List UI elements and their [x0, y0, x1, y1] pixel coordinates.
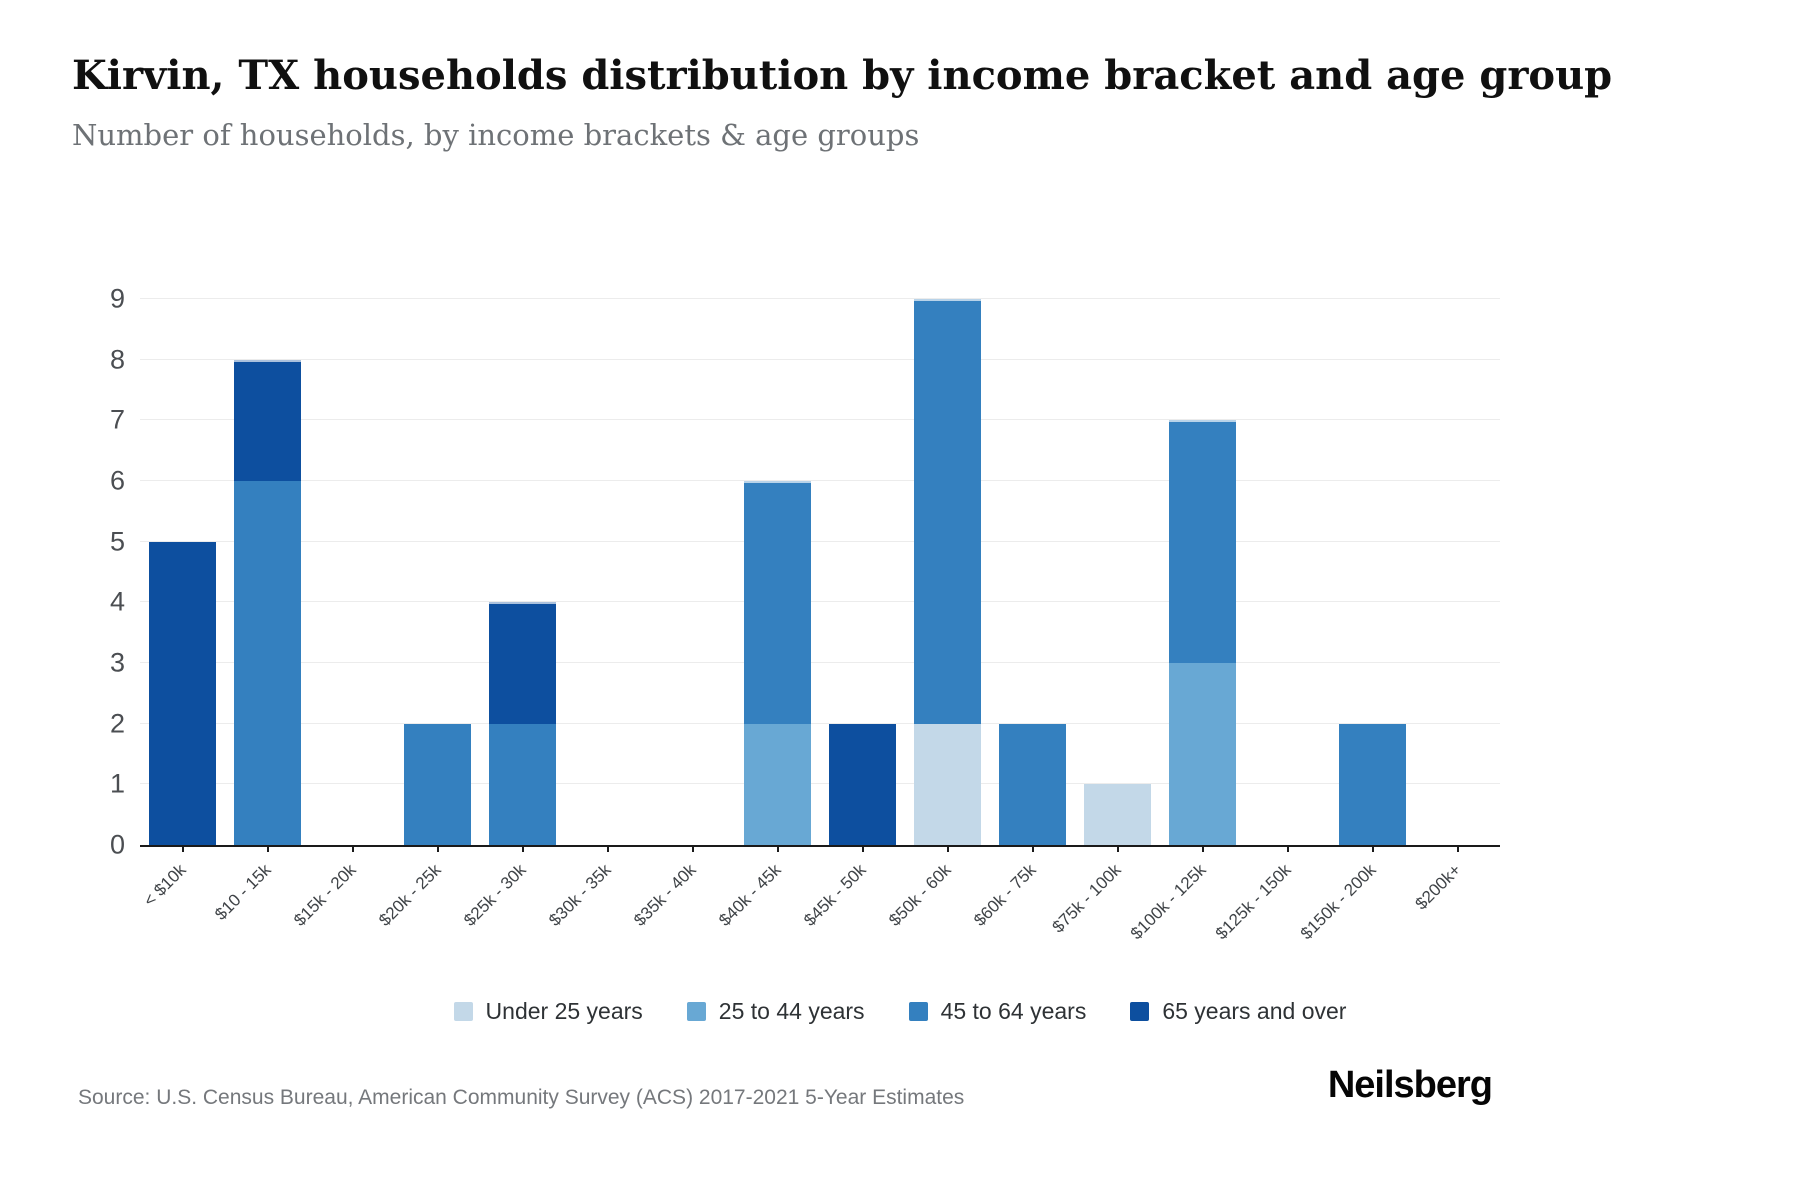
page-title: Kirvin, TX households distribution by in… — [72, 52, 1613, 99]
legend-item-65 years and over[interactable]: 65 years and over — [1130, 998, 1346, 1025]
bar-segment-Under 25 years[interactable] — [914, 723, 981, 845]
bar-segment-45 to 64 years[interactable] — [1339, 723, 1406, 845]
bar-$50k - 60k[interactable] — [914, 299, 981, 845]
legend-swatch — [1130, 1002, 1150, 1021]
bar-$40k - 45k[interactable] — [744, 481, 811, 845]
x-axis-tick — [181, 845, 184, 852]
legend-swatch — [686, 1002, 706, 1021]
legend-label: 25 to 44 years — [718, 998, 865, 1024]
y-tick-label: 4 — [109, 586, 125, 617]
legend-item-25 to 44 years[interactable]: 25 to 44 years — [686, 998, 865, 1025]
x-axis-tick — [1116, 845, 1119, 852]
gridline — [140, 540, 1500, 542]
gridline — [140, 298, 1500, 299]
x-axis-tick — [1286, 845, 1289, 852]
y-tick-label: 9 — [109, 283, 125, 314]
bar-$20k - 25k[interactable] — [404, 723, 471, 845]
bar-segment-45 to 64 years[interactable] — [1169, 420, 1236, 663]
bar-segment-65 years and over[interactable] — [234, 359, 301, 481]
x-axis-tick — [606, 845, 609, 852]
y-tick-label: 3 — [109, 647, 125, 678]
legend-item-Under 25 years[interactable]: Under 25 years — [453, 998, 643, 1025]
bar-segment-45 to 64 years[interactable] — [489, 723, 556, 845]
legend-item-45 to 64 years[interactable]: 45 to 64 years — [908, 998, 1087, 1025]
bar-$75k - 100k[interactable] — [1084, 784, 1151, 845]
bar-< $10k[interactable] — [149, 541, 216, 845]
bar-segment-65 years and over[interactable] — [489, 602, 556, 724]
bar-segment-25 to 44 years[interactable] — [744, 723, 811, 845]
x-axis-tick — [1371, 845, 1374, 852]
bar-segment-45 to 64 years[interactable] — [234, 481, 301, 845]
bar-$150k - 200k[interactable] — [1339, 723, 1406, 845]
gridline — [140, 601, 1500, 603]
x-axis-tick — [436, 845, 439, 852]
y-tick-label: 0 — [109, 829, 125, 860]
bar-segment-45 to 64 years[interactable] — [914, 299, 981, 724]
page-subtitle: Number of households, by income brackets… — [72, 118, 920, 152]
x-axis-tick — [1031, 845, 1034, 852]
x-axis-tick — [1456, 845, 1459, 852]
y-tick-label: 1 — [109, 768, 125, 799]
legend-label: 65 years and over — [1162, 998, 1347, 1024]
legend-label: 45 to 64 years — [940, 998, 1087, 1024]
x-axis-tick — [946, 845, 949, 852]
gridline — [140, 480, 1500, 481]
legend-swatch — [453, 1002, 473, 1021]
x-axis-tick — [351, 845, 354, 852]
x-axis-tick — [521, 845, 524, 852]
bar-$60k - 75k[interactable] — [999, 723, 1066, 845]
bar-$45k - 50k[interactable] — [829, 723, 896, 845]
legend-label: Under 25 years — [485, 998, 643, 1024]
gridline — [140, 419, 1500, 421]
source-note: Source: U.S. Census Bureau, American Com… — [78, 1086, 965, 1109]
bar-$10 - 15k[interactable] — [234, 359, 301, 845]
bar-$25k - 30k[interactable] — [489, 602, 556, 845]
x-axis-tick — [776, 845, 779, 852]
x-axis-tick — [861, 845, 864, 852]
y-tick-label: 5 — [109, 526, 125, 557]
y-tick-label: 6 — [109, 465, 125, 496]
bar-segment-Under 25 years[interactable] — [1084, 784, 1151, 845]
plot-area: 0 1 2 3 4 5 6 7 8 9 < $10k $10 - 15k $15k - 20k $20k … — [110, 285, 1500, 943]
bar-$100k - 125k[interactable] — [1169, 420, 1236, 845]
bar-segment-45 to 64 years[interactable] — [999, 723, 1066, 845]
bar-segment-45 to 64 years[interactable] — [404, 723, 471, 845]
bar-segment-45 to 64 years[interactable] — [744, 481, 811, 724]
bar-segment-65 years and over[interactable] — [149, 541, 216, 845]
gridline — [140, 722, 1500, 724]
legend: Under 25 years 25 to 44 years 45 to 64 yea… — [0, 998, 1800, 1025]
gridline — [140, 783, 1500, 785]
y-tick-label: 7 — [109, 404, 125, 435]
bar-segment-25 to 44 years[interactable] — [1169, 663, 1236, 845]
y-tick-label: 2 — [109, 708, 125, 739]
y-tick-label: 8 — [109, 344, 125, 375]
x-axis-tick — [691, 845, 694, 852]
x-axis-tick — [266, 845, 269, 852]
legend-swatch — [908, 1002, 928, 1021]
gridline — [140, 662, 1500, 663]
gridline — [140, 358, 1500, 360]
brand-logo: Neilsberg — [1327, 1064, 1493, 1106]
x-axis-tick — [1201, 845, 1204, 852]
bar-segment-65 years and over[interactable] — [829, 723, 896, 845]
